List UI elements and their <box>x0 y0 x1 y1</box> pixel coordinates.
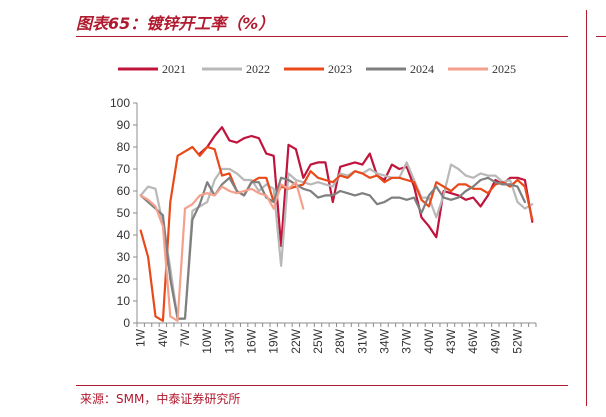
x-tick-label: 13W <box>222 328 236 353</box>
x-tick-label: 40W <box>422 328 436 353</box>
x-tick-label: 46W <box>466 328 480 353</box>
x-tick-label: 10W <box>200 328 214 353</box>
legend-label-2024: 2024 <box>410 62 434 76</box>
series-lines <box>139 126 534 322</box>
source-note: 来源：SMM，中泰证券研究所 <box>80 392 241 406</box>
legend-label-2023: 2023 <box>328 62 352 76</box>
page-edge-rule <box>596 36 606 37</box>
x-tick-label: 34W <box>378 328 392 353</box>
x-tick-label: 31W <box>355 328 369 353</box>
legend-label-2022: 2022 <box>246 62 270 76</box>
y-axis: 0 10 20 30 40 50 60 70 80 90 100 <box>110 96 138 330</box>
title-rule <box>76 36 568 37</box>
series-line-2024 <box>139 176 526 320</box>
y-tick-label: 10 <box>117 294 131 308</box>
x-tick-label: 37W <box>400 328 414 353</box>
y-tick-label: 100 <box>110 96 130 110</box>
x-tick-label: 28W <box>333 328 347 353</box>
legend-label-2025: 2025 <box>492 62 516 76</box>
series-line-2023 <box>139 145 534 322</box>
series-line-2021 <box>198 126 534 248</box>
y-tick-label: 80 <box>117 140 131 154</box>
chart-title: 图表65：镀锌开工率（%） <box>76 14 275 33</box>
y-tick-label: 60 <box>117 184 131 198</box>
x-tick-label: 25W <box>311 328 325 353</box>
x-tick-label: 49W <box>488 328 502 353</box>
y-tick-label: 20 <box>117 272 131 286</box>
footer-rule <box>76 385 568 386</box>
y-tick-label: 40 <box>117 228 131 242</box>
x-tick-label: 16W <box>245 328 259 353</box>
y-tick-label: 70 <box>117 162 131 176</box>
y-tick-label: 90 <box>117 118 131 132</box>
x-tick-label: 7W <box>178 328 192 347</box>
x-tick-label: 52W <box>511 328 525 353</box>
x-tick-label: 19W <box>267 328 281 353</box>
x-tick-label: 43W <box>444 328 458 353</box>
chart-legend: 2021 2022 2023 2024 2025 <box>118 62 516 76</box>
y-tick-label: 0 <box>123 316 130 330</box>
x-tick-label: 4W <box>156 328 170 347</box>
y-tick-label: 50 <box>117 206 131 220</box>
legend-label-2021: 2021 <box>162 62 186 76</box>
y-tick-label: 30 <box>117 250 131 264</box>
x-tick-label: 22W <box>289 328 303 353</box>
page-edge-line <box>586 10 587 406</box>
series-line-2025 <box>139 181 305 322</box>
x-tick-label: 1W <box>134 328 148 347</box>
x-axis: 1W 4W 7W 10W 13W 16W 19W 22W 25W 28W 31W 34W 37W 40W 4… <box>134 322 537 354</box>
